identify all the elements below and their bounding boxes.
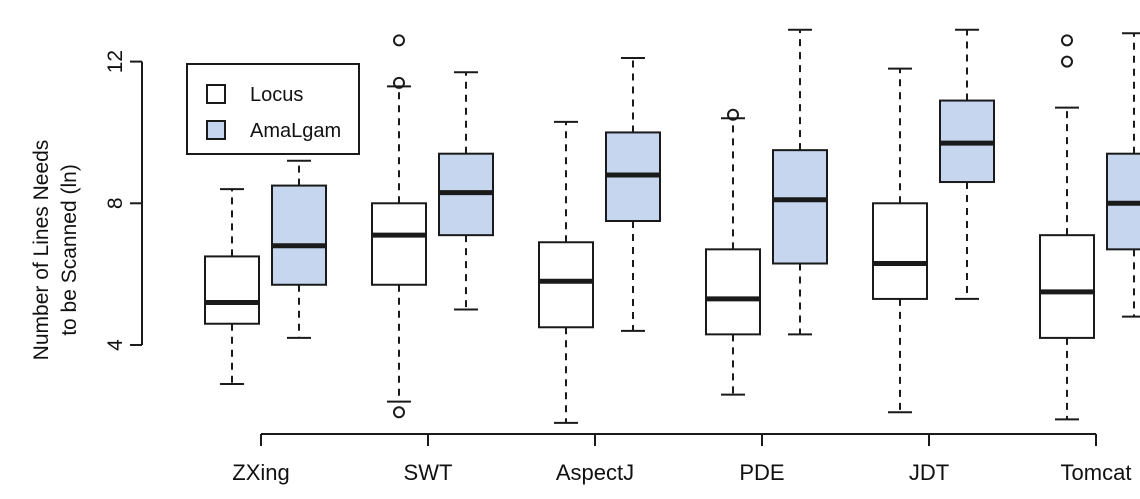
y-axis-label: Number of Lines Needs to be Scanned (ln) xyxy=(30,140,81,361)
box-amalgam-aspectj xyxy=(605,57,661,332)
y-axis-label-line2: to be Scanned (ln) xyxy=(58,164,81,336)
box-locus-jdt xyxy=(872,67,928,414)
x-tick-label: JDT xyxy=(909,460,949,485)
x-axis: ZXing SWT AspectJ PDE JDT Tomcat xyxy=(232,433,1132,485)
legend: Locus AmaLgam xyxy=(186,63,360,155)
box-iqr xyxy=(705,248,761,336)
x-tick-label: Tomcat xyxy=(1061,460,1132,485)
box-iqr xyxy=(872,202,928,300)
box-groups xyxy=(204,28,1140,424)
outlier-point xyxy=(727,108,739,121)
y-tick-label: 8 xyxy=(104,197,127,209)
legend-label-locus: Locus xyxy=(250,84,303,106)
outlier-point xyxy=(1061,34,1073,47)
x-tick-label: ZXing xyxy=(232,460,289,485)
box-iqr xyxy=(204,255,260,325)
box-amalgam-swt xyxy=(438,71,494,311)
y-axis-label-line1: Number of Lines Needs xyxy=(30,140,53,361)
outlier-point xyxy=(1061,55,1073,68)
outlier-point xyxy=(393,406,405,419)
outlier-point xyxy=(393,76,405,89)
box-locus-aspectj xyxy=(538,120,594,424)
y-axis: 4 8 12 xyxy=(104,50,143,351)
outlier-point xyxy=(393,34,405,47)
y-tick-label: 4 xyxy=(104,339,127,351)
box-locus-zxing xyxy=(204,188,260,385)
box-iqr xyxy=(538,241,594,329)
legend-label-amalgam: AmaLgam xyxy=(250,120,341,142)
legend-swatch-amalgam xyxy=(206,120,226,140)
box-amalgam-zxing xyxy=(271,159,327,339)
box-iqr xyxy=(271,184,327,286)
box-amalgam-jdt xyxy=(939,28,995,300)
box-locus-swt xyxy=(371,34,427,419)
box-amalgam-tomcat xyxy=(1106,32,1140,318)
box-iqr xyxy=(371,202,427,286)
y-tick-label: 12 xyxy=(104,50,127,73)
legend-swatch-locus xyxy=(206,84,226,104)
box-iqr xyxy=(772,149,828,265)
box-amalgam-pde xyxy=(772,28,828,336)
box-locus-pde xyxy=(705,108,761,396)
x-tick-label: SWT xyxy=(404,460,453,485)
x-tick-label: PDE xyxy=(739,460,784,485)
box-iqr xyxy=(1039,234,1095,339)
x-tick-label: AspectJ xyxy=(556,460,634,485)
box-locus-tomcat xyxy=(1039,34,1095,421)
